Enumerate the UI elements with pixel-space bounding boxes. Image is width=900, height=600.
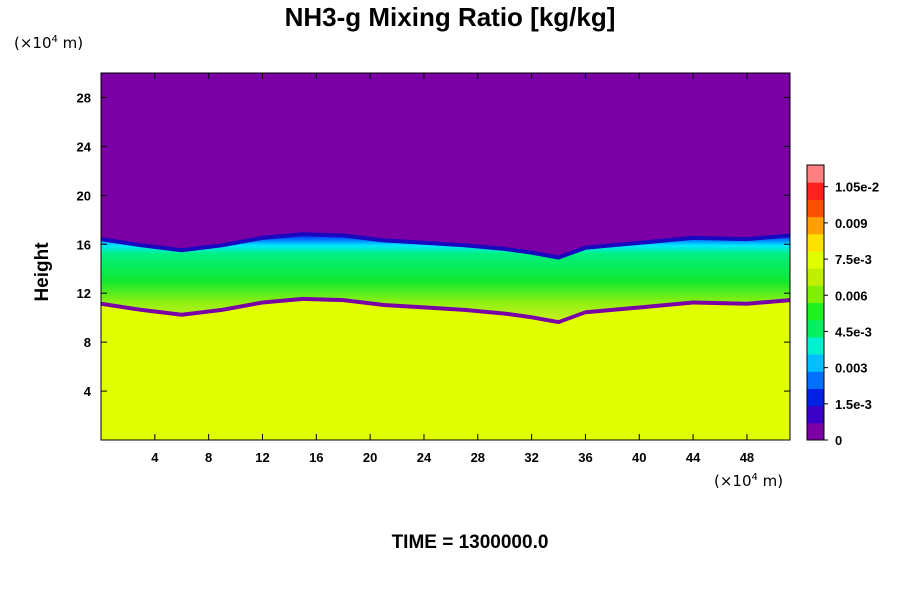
x-tick-label: 44 [686, 450, 701, 465]
colorbar-swatch [807, 233, 824, 252]
field-layer [100, 73, 791, 440]
x-tick-label: 28 [471, 450, 485, 465]
chart-title: NH3-g Mixing Ratio [kg/kg] [284, 2, 616, 32]
colorbar: 0 1.5e-3 0.003 4.5e-3 0.006 7.5e-3 0.009 1.05e-… [806, 164, 879, 448]
x-unit-label: (×104 m) [714, 472, 784, 490]
colorbar-swatch [807, 250, 824, 269]
y-tick-label: 20 [77, 188, 91, 203]
colorbar-swatch [807, 354, 824, 372]
y-unit-label: (×104 m) [14, 34, 84, 52]
colorbar-swatch [807, 371, 824, 389]
x-tick-label: 8 [205, 450, 212, 465]
colorbar-tick-label: 1.5e-3 [835, 397, 872, 412]
colorbar-tick-label: 0.003 [835, 361, 868, 376]
colorbar-swatch [807, 422, 824, 441]
y-tick-label: 4 [84, 384, 92, 399]
time-label: TIME = 1300000.0 [391, 532, 549, 553]
colorbar-swatch [807, 268, 824, 286]
colorbar-tick-label: 0.009 [835, 216, 868, 231]
colorbar-swatch [807, 216, 824, 235]
x-tick-label: 12 [255, 450, 269, 465]
colorbar-tick-label: 7.5e-3 [835, 252, 872, 267]
colorbar-swatch [807, 319, 824, 338]
colorbar-tick-label: 1.05e-2 [835, 180, 879, 195]
colorbar-tick-label: 0 [835, 433, 842, 448]
y-tick-label: 28 [77, 90, 91, 105]
y-tick-label: 8 [84, 335, 91, 350]
plot-frame [100, 72, 791, 441]
x-tick-label: 4 [151, 450, 159, 465]
colorbar-swatch [807, 302, 824, 321]
colorbar-swatch [807, 199, 824, 218]
x-tick-label: 36 [578, 450, 592, 465]
colorbar-tick-label: 0.006 [835, 288, 868, 303]
y-tick-label: 16 [77, 237, 91, 252]
colorbar-swatch [807, 336, 824, 355]
colorbar-swatch [807, 388, 824, 407]
colorbar-swatch [807, 405, 824, 424]
x-tick-label: 40 [632, 450, 646, 465]
x-tick-label: 20 [363, 450, 377, 465]
x-tick-label: 32 [524, 450, 538, 465]
colorbar-frame [806, 164, 825, 441]
x-tick-label: 24 [417, 450, 432, 465]
lower-region [101, 300, 790, 440]
y-tick-label: 12 [77, 286, 91, 301]
layer-top-edge [100, 232, 791, 260]
y-tick-label: 24 [77, 139, 92, 154]
colorbar-swatch [807, 165, 824, 183]
x-tick-label: 48 [740, 450, 754, 465]
colorbar-swatch [807, 285, 824, 303]
x-tick-label: 16 [309, 450, 323, 465]
colorbar-tick-label: 4.5e-3 [835, 324, 872, 339]
mixed-layer-band [101, 233, 790, 321]
colorbar-swatch [807, 182, 824, 200]
